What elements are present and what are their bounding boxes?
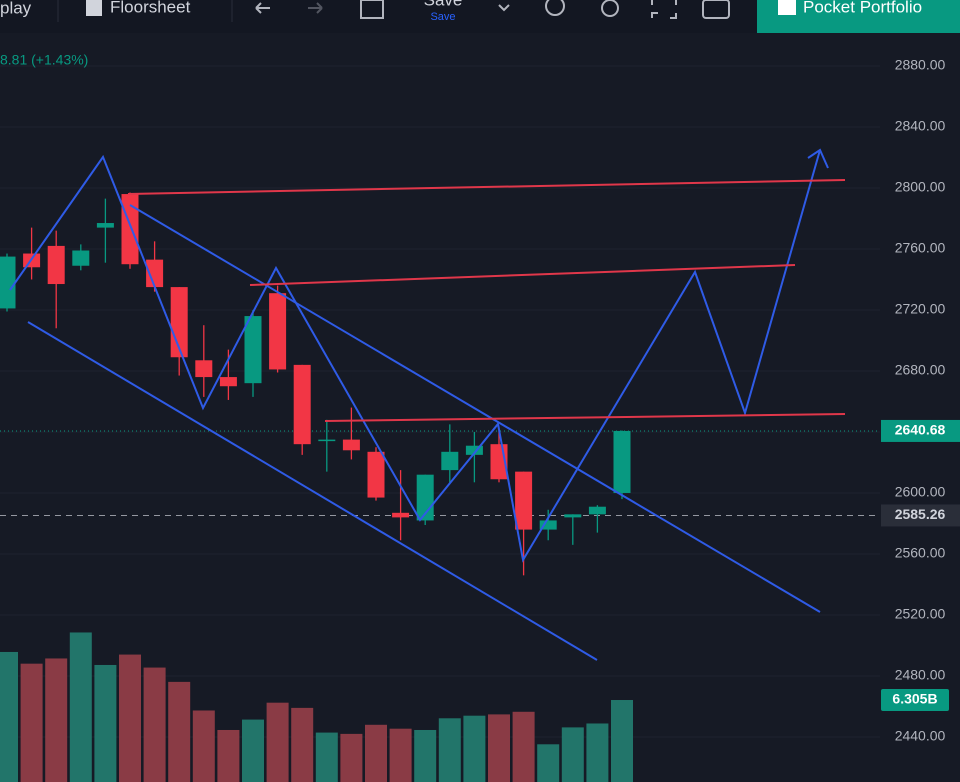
portfolio-icon xyxy=(778,0,796,15)
settings[interactable] xyxy=(601,0,619,17)
fullscreen[interactable] xyxy=(651,0,677,19)
channel-top xyxy=(129,204,821,613)
layout[interactable] xyxy=(360,0,384,19)
volume-bar xyxy=(168,681,191,782)
arrow-head xyxy=(807,148,829,169)
candle-body xyxy=(244,316,262,384)
candle-body xyxy=(342,439,360,451)
channel-bottom xyxy=(27,321,598,661)
labels: 2440.00 2480.00 2520.00 2560.00 2600.00 2640.… xyxy=(881,57,960,744)
volume-tag xyxy=(881,689,949,712)
candle-body xyxy=(195,360,213,378)
volume-bar xyxy=(119,654,141,782)
candle-body xyxy=(539,520,557,530)
resistance xyxy=(249,264,796,286)
undo[interactable] xyxy=(255,2,270,14)
candle-body xyxy=(318,439,336,442)
candle-body xyxy=(392,512,410,518)
y-tick-label: 2760.00 xyxy=(895,240,946,256)
volume-bar xyxy=(414,729,437,782)
candle-body xyxy=(121,194,139,265)
volume-bar xyxy=(143,667,166,782)
volume-label: 6.305B xyxy=(892,691,937,707)
zigzag xyxy=(9,149,821,563)
replay[interactable]: play xyxy=(0,0,32,17)
volume-bar xyxy=(315,732,338,782)
snapshot[interactable] xyxy=(702,0,730,19)
volume-bar xyxy=(611,700,633,782)
grid xyxy=(0,65,880,738)
drawings xyxy=(9,148,846,661)
volume-bar xyxy=(537,744,560,782)
portfolio[interactable]: Pocket Portfolio xyxy=(803,0,922,16)
volume-bar xyxy=(463,715,486,782)
search[interactable] xyxy=(545,0,565,16)
volume-bar xyxy=(340,733,363,782)
volume-bar xyxy=(365,724,387,782)
candle-body xyxy=(515,471,533,530)
y-tick-label: 2680.00 xyxy=(895,362,946,378)
volume-bar xyxy=(512,711,535,782)
y-tick-label: 2720.00 xyxy=(895,301,946,317)
y-tick-label: 2600.00 xyxy=(895,484,946,500)
toolbar: play Floorsheet Save Save Pocket Portfol… xyxy=(0,0,960,33)
candle-body xyxy=(441,451,459,471)
y-tick-label: 2440.00 xyxy=(895,728,946,744)
price-line-tag xyxy=(881,504,960,527)
save-menu[interactable] xyxy=(498,4,510,12)
volume-bar xyxy=(561,727,584,782)
candle-body xyxy=(465,445,483,455)
volume-bar xyxy=(0,651,18,782)
volume-bar xyxy=(192,710,215,782)
price-axis xyxy=(880,33,960,782)
resistance xyxy=(324,413,846,422)
y-tick-label: 2840.00 xyxy=(895,118,946,134)
candle-body xyxy=(0,256,16,309)
candle-body xyxy=(96,223,114,228)
volume-bar xyxy=(20,663,43,782)
save-sub: Save xyxy=(430,11,455,23)
volume-bar xyxy=(94,664,117,782)
change: 8.81 (+1.43%) xyxy=(0,52,88,68)
volume xyxy=(0,632,633,782)
y-tick-label: 2480.00 xyxy=(895,667,946,683)
volume-bar xyxy=(242,719,264,782)
volume-bar xyxy=(45,658,68,782)
y-tick-label: 2560.00 xyxy=(895,545,946,561)
candle-body xyxy=(146,259,164,288)
candle-body xyxy=(72,250,90,266)
volume-bar xyxy=(586,723,609,782)
candle-body xyxy=(564,514,582,518)
resistance xyxy=(127,179,846,195)
redo[interactable] xyxy=(308,2,323,14)
y-tick-label: 2520.00 xyxy=(895,606,946,622)
volume-bar xyxy=(266,702,289,782)
candle-body xyxy=(367,451,385,498)
y-tick-label: 2880.00 xyxy=(895,57,946,73)
floorsheet-icon xyxy=(86,0,102,16)
last-price-label: 2640.68 xyxy=(895,422,946,438)
candle-body xyxy=(588,506,606,515)
volume-bar xyxy=(389,728,412,782)
y-tick-label: 2800.00 xyxy=(895,179,946,195)
volume-bar xyxy=(291,707,314,782)
price-line-label: 2585.26 xyxy=(895,506,946,522)
volume-bar xyxy=(488,714,510,782)
volume-bar xyxy=(438,718,461,782)
volume-bar xyxy=(69,632,92,782)
candle-body xyxy=(293,364,311,445)
candle-body xyxy=(269,293,287,370)
candle-body xyxy=(219,377,237,387)
save[interactable]: Save xyxy=(424,0,463,9)
floorsheet[interactable]: Floorsheet xyxy=(110,0,191,16)
candle-body xyxy=(47,245,65,285)
candle-body xyxy=(613,430,631,493)
last-price-tag xyxy=(881,419,960,442)
volume-bar xyxy=(217,729,240,782)
